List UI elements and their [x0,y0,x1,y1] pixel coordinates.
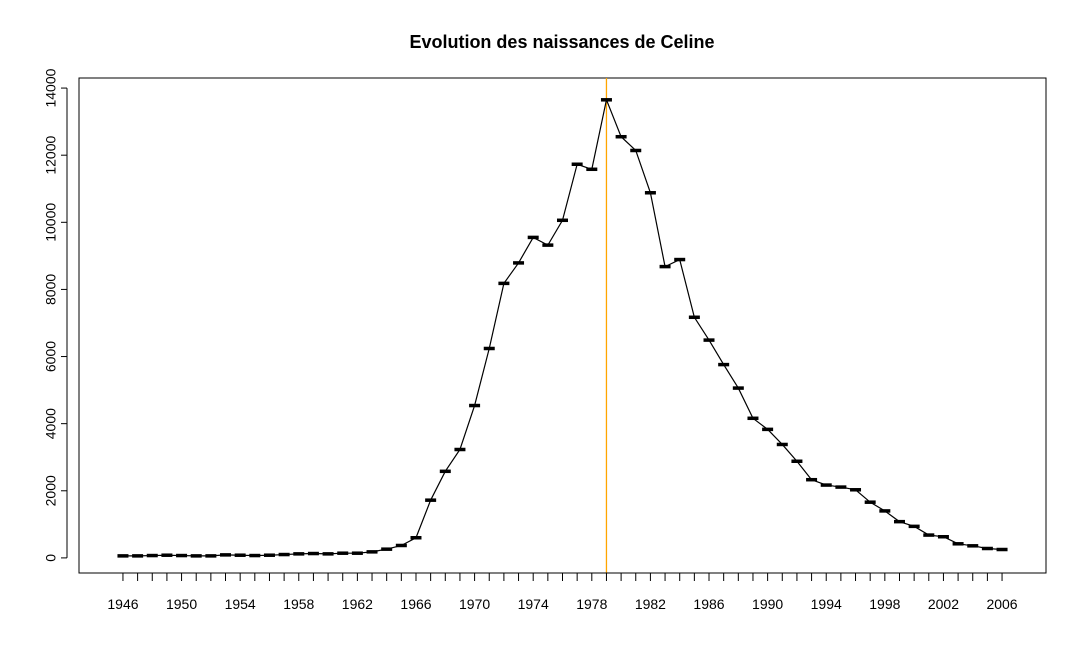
x-tick-label: 1962 [342,596,373,612]
plot-frame [78,77,1047,574]
y-tick-label: 12000 [43,136,59,175]
x-axis: 1946 1950 1954 1958 1962 1966 1970 1974 1978 1982… [107,572,1018,612]
y-tick-label: 8000 [43,274,59,305]
chart-title: Evolution des naissances de Celine [409,32,714,52]
x-tick-label: 1974 [518,596,549,612]
x-tick-label: 1982 [635,596,666,612]
x-tick-label: 1950 [166,596,197,612]
x-tick-label: 1954 [225,596,256,612]
x-tick-label: 1970 [459,596,490,612]
x-tick-label: 1994 [811,596,842,612]
y-axis: 0 2000 4000 6000 8000 10000 12000 14000 [43,68,68,562]
y-tick-label: 6000 [43,341,59,372]
series-line [122,97,1003,557]
x-tick-label: 1958 [283,596,314,612]
y-tick-label: 4000 [43,408,59,439]
y-tick-label: 10000 [43,203,59,242]
y-tick-label: 14000 [43,68,59,107]
x-tick-label: 1966 [400,596,431,612]
y-tick-label: 0 [43,554,59,562]
x-tick-label: 1990 [752,596,783,612]
x-tick-label: 1946 [107,596,138,612]
x-tick-label: 1998 [869,596,900,612]
x-tick-label: 1978 [576,596,607,612]
data-points [117,98,1008,558]
x-tick-label: 2002 [928,596,959,612]
x-tick-label: 2006 [986,596,1017,612]
y-tick-label: 2000 [43,475,59,506]
x-tick-label: 1986 [693,596,724,612]
